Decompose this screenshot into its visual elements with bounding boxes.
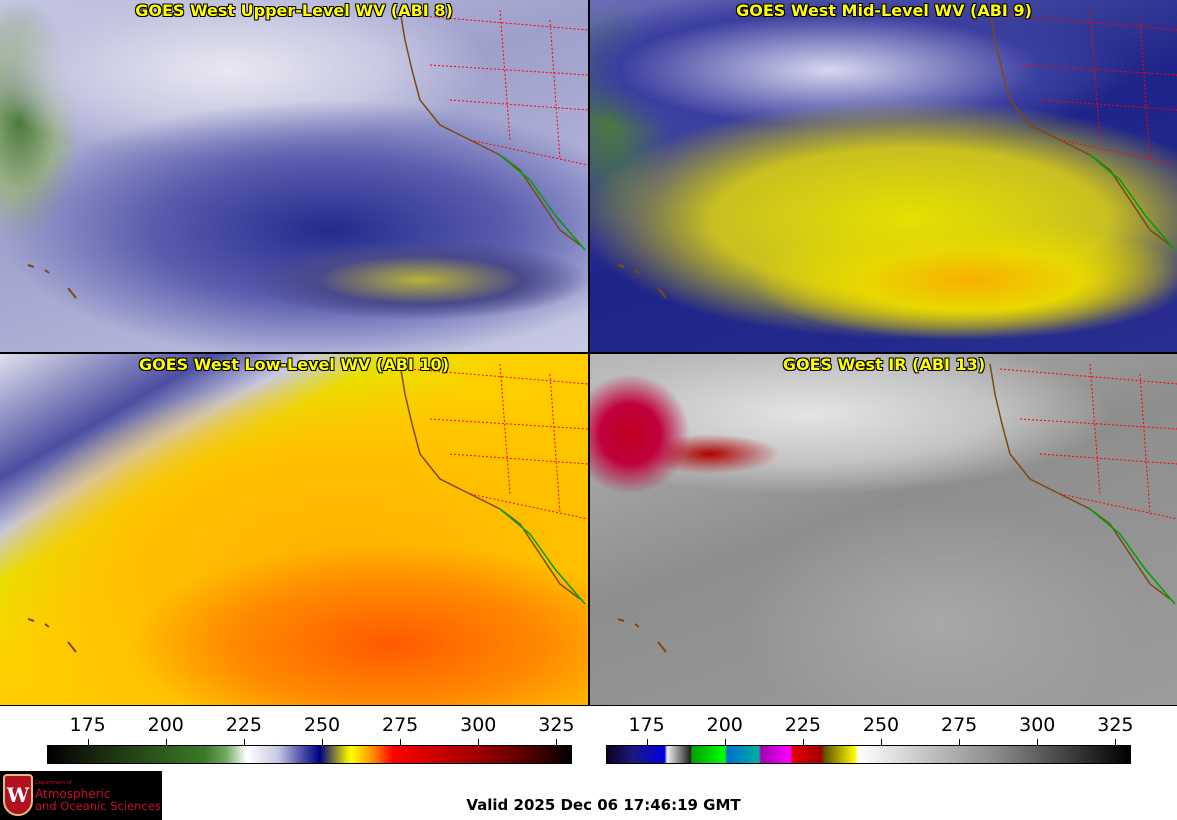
colorbar-tick-label: 275 [381, 714, 419, 736]
colorbar-tick [802, 739, 804, 745]
valid-time: Valid 2025 Dec 06 17:46:19 GMT [466, 796, 741, 814]
panel-divider [0, 705, 1177, 706]
panel-title: GOES West Mid-Level WV (ABI 9) [736, 1, 1032, 20]
colorbar-tick [646, 739, 648, 745]
colorbar-tick [165, 739, 167, 745]
water-vapor-colorbar [47, 745, 572, 764]
colorbar-tick-label: 300 [1019, 714, 1056, 736]
colorbar-tick-label: 250 [862, 714, 900, 736]
colorbar-tick [959, 739, 961, 745]
colorbar-tick [243, 739, 245, 745]
panel-divider [588, 0, 590, 705]
colorbar-tick-label: 325 [538, 714, 575, 736]
logo-line2: and Oceanic Sciences [35, 799, 161, 813]
colorbar-tick [1037, 739, 1039, 745]
mid-level-wv-panel: GOES West Mid-Level WV (ABI 9) [590, 0, 1177, 352]
coastline-overlay [27, 363, 588, 653]
uw-crest-icon: W [3, 774, 33, 816]
colorbar-tick-label: 300 [460, 714, 497, 736]
colorbar-tick-label: 175 [628, 714, 665, 736]
logo-dept: Department of [35, 780, 72, 786]
infrared-colorbar [606, 745, 1131, 764]
coastline-overlay [617, 9, 1177, 299]
coastline-overlay [27, 9, 588, 299]
low-level-wv-panel: GOES West Low-Level WV (ABI 10) [0, 354, 588, 705]
colorbar-tick-label: 225 [225, 714, 262, 736]
colorbar-tick [478, 739, 480, 745]
colorbar-tick-label: 225 [784, 714, 821, 736]
panel-title: GOES West Upper-Level WV (ABI 8) [135, 1, 453, 20]
colorbar-tick [556, 739, 558, 745]
aos-logo: W Department of Atmospheric and Oceanic … [0, 771, 162, 820]
coastline-overlay [617, 363, 1177, 653]
colorbar-tick [400, 739, 402, 745]
logo-line1: Atmospheric [35, 787, 111, 801]
panel-title: GOES West Low-Level WV (ABI 10) [138, 355, 449, 374]
colorbar-tick [881, 739, 882, 745]
colorbar-tick-label: 200 [147, 714, 184, 736]
colorbar-tick-label: 325 [1097, 714, 1134, 736]
colorbar-tick [322, 739, 323, 745]
colorbar-tick [724, 739, 726, 745]
colorbar-tick-label: 275 [940, 714, 978, 736]
colorbar-tick-label: 200 [706, 714, 743, 736]
colorbar-tick-label: 175 [69, 714, 106, 736]
colorbar-tick [1115, 739, 1117, 745]
upper-level-wv-panel: GOES West Upper-Level WV (ABI 8) [0, 0, 588, 352]
infrared-panel: GOES West IR (ABI 13) [590, 354, 1177, 705]
colorbar-tick [87, 739, 89, 745]
colorbar-tick-label: 250 [303, 714, 341, 736]
panel-title: GOES West IR (ABI 13) [782, 355, 986, 374]
